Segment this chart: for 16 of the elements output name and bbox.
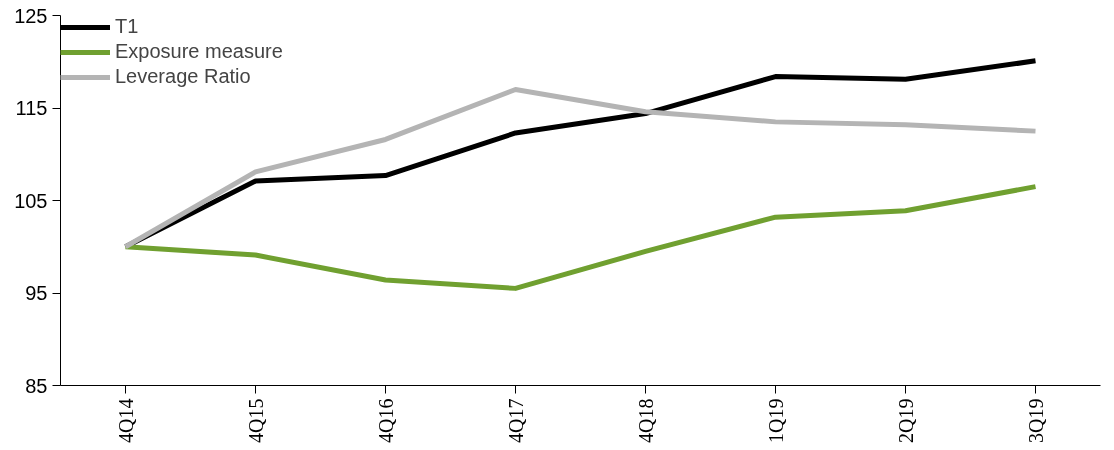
legend-label: Leverage Ratio	[115, 65, 251, 88]
legend-label: Exposure measure	[115, 40, 283, 63]
x-tick-label: 4Q16	[374, 398, 397, 443]
y-tick-label: 105	[14, 189, 48, 212]
y-tick-label: 125	[14, 4, 48, 27]
y-tick-label: 115	[15, 97, 48, 119]
x-tick-label: 4Q18	[634, 398, 657, 443]
x-tick-label: 4Q17	[504, 398, 527, 443]
x-tick-label: 4Q14	[114, 398, 137, 443]
legend-label: T1	[115, 15, 139, 38]
x-tick-label: 1Q19	[764, 398, 787, 443]
y-tick-label: 85	[25, 374, 48, 397]
x-tick-label: 2Q19	[894, 398, 917, 443]
y-tick-label: 95	[25, 282, 48, 304]
x-tick-label: 3Q19	[1024, 398, 1047, 443]
x-tick-label: 4Q15	[244, 398, 267, 443]
